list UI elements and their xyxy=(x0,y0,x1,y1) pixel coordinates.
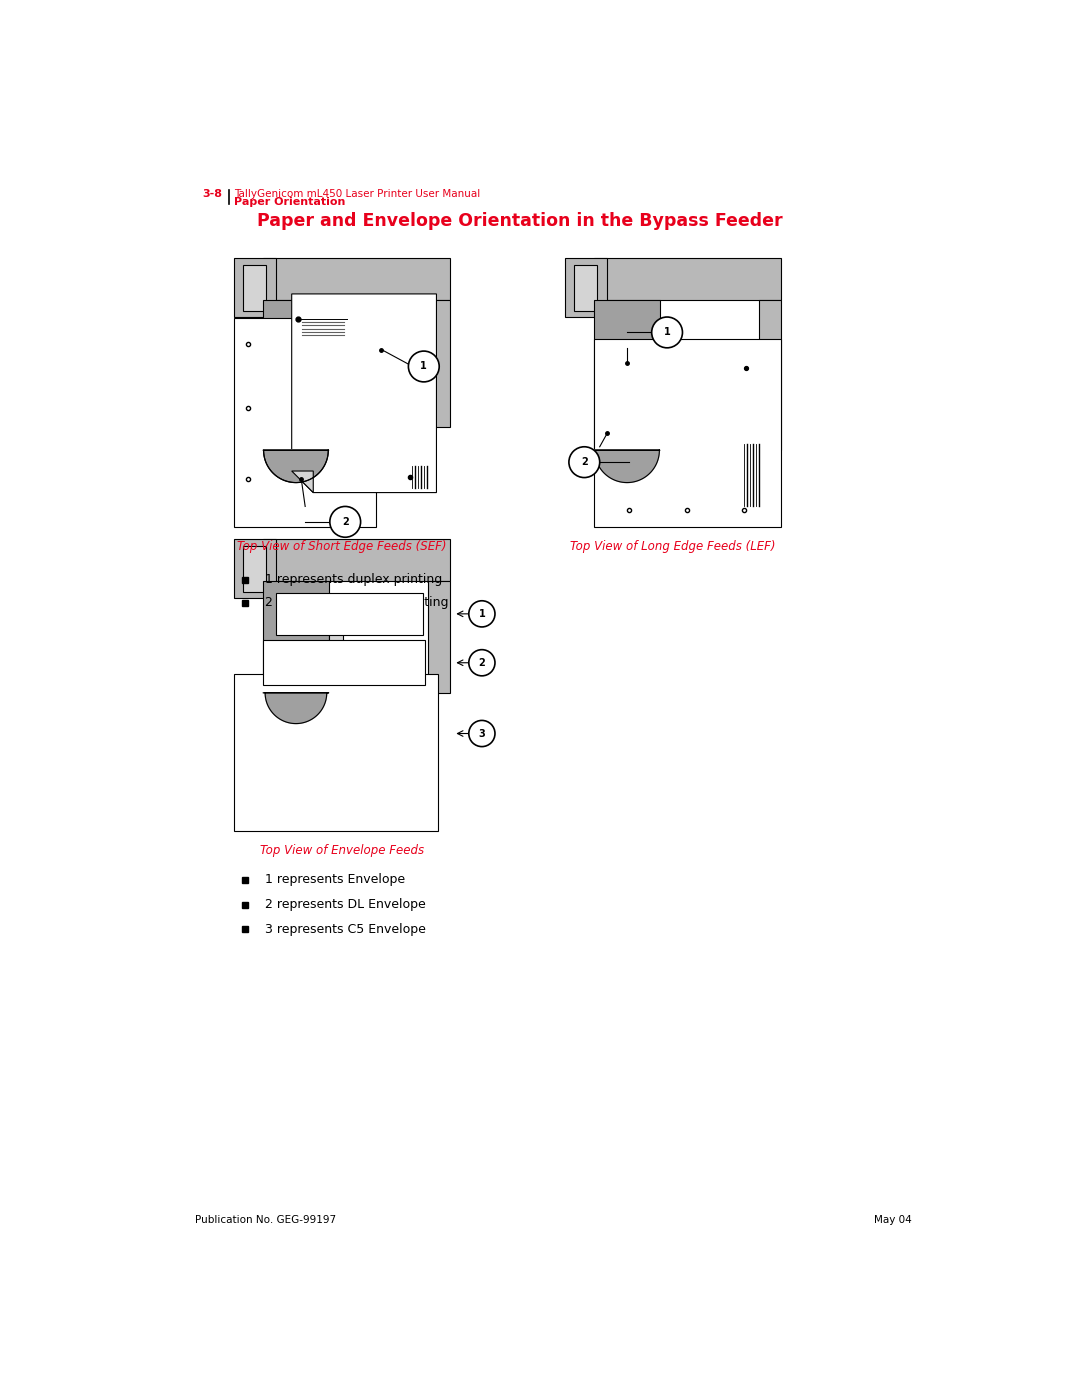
Text: Paper and Envelope Orientation in the Bypass Feeder: Paper and Envelope Orientation in the By… xyxy=(257,212,783,229)
Text: 1: 1 xyxy=(478,609,485,619)
Circle shape xyxy=(569,447,599,478)
Circle shape xyxy=(469,650,495,676)
FancyBboxPatch shape xyxy=(264,257,449,300)
FancyBboxPatch shape xyxy=(575,265,597,312)
Polygon shape xyxy=(292,293,436,493)
Text: 2: 2 xyxy=(342,517,349,527)
Text: 2: 2 xyxy=(581,457,588,467)
Text: Top View of Envelope Feeds: Top View of Envelope Feeds xyxy=(259,844,423,858)
Text: 1: 1 xyxy=(420,362,428,372)
Circle shape xyxy=(469,601,495,627)
FancyBboxPatch shape xyxy=(428,300,449,427)
FancyBboxPatch shape xyxy=(594,300,660,450)
Text: TallyGenicom mL450 Laser Printer User Manual: TallyGenicom mL450 Laser Printer User Ma… xyxy=(234,189,481,198)
Circle shape xyxy=(651,317,683,348)
Text: 1: 1 xyxy=(664,327,671,338)
Circle shape xyxy=(408,351,440,381)
Text: Paper Orientation: Paper Orientation xyxy=(234,197,346,207)
FancyBboxPatch shape xyxy=(759,300,781,450)
FancyBboxPatch shape xyxy=(264,539,449,581)
Polygon shape xyxy=(264,693,328,724)
Polygon shape xyxy=(292,471,313,493)
Text: Publication No. GEG-99197: Publication No. GEG-99197 xyxy=(195,1215,337,1225)
FancyBboxPatch shape xyxy=(264,581,328,693)
Circle shape xyxy=(329,507,361,538)
FancyBboxPatch shape xyxy=(264,300,328,450)
FancyBboxPatch shape xyxy=(594,338,781,527)
Text: Top View of Long Edge Feeds (LEF): Top View of Long Edge Feeds (LEF) xyxy=(570,541,775,553)
FancyBboxPatch shape xyxy=(660,330,674,383)
Text: 2 represents DL Envelope: 2 represents DL Envelope xyxy=(265,898,426,911)
Polygon shape xyxy=(264,450,328,482)
Text: 2 represents simplex printing: 2 represents simplex printing xyxy=(265,597,448,609)
Text: 2: 2 xyxy=(478,658,485,668)
FancyBboxPatch shape xyxy=(328,604,342,643)
Text: Top View of Short Edge Feeds (SEF): Top View of Short Edge Feeds (SEF) xyxy=(237,541,446,553)
FancyBboxPatch shape xyxy=(234,317,377,527)
FancyBboxPatch shape xyxy=(594,257,781,300)
Text: 1 represents duplex printing: 1 represents duplex printing xyxy=(265,573,442,587)
FancyBboxPatch shape xyxy=(234,257,276,317)
Polygon shape xyxy=(594,450,660,482)
Text: 3-8: 3-8 xyxy=(202,189,222,198)
FancyBboxPatch shape xyxy=(234,673,438,831)
Text: May 04: May 04 xyxy=(874,1215,912,1225)
Text: 1 represents Envelope: 1 represents Envelope xyxy=(265,873,405,886)
FancyBboxPatch shape xyxy=(565,257,607,317)
FancyBboxPatch shape xyxy=(328,330,342,383)
Text: 3 represents C5 Envelope: 3 represents C5 Envelope xyxy=(265,922,426,936)
FancyBboxPatch shape xyxy=(428,581,449,693)
FancyBboxPatch shape xyxy=(243,265,267,312)
Text: 3: 3 xyxy=(478,728,485,739)
FancyBboxPatch shape xyxy=(243,546,267,592)
FancyBboxPatch shape xyxy=(234,539,276,598)
Circle shape xyxy=(469,721,495,746)
FancyBboxPatch shape xyxy=(264,640,424,685)
FancyBboxPatch shape xyxy=(276,592,422,636)
